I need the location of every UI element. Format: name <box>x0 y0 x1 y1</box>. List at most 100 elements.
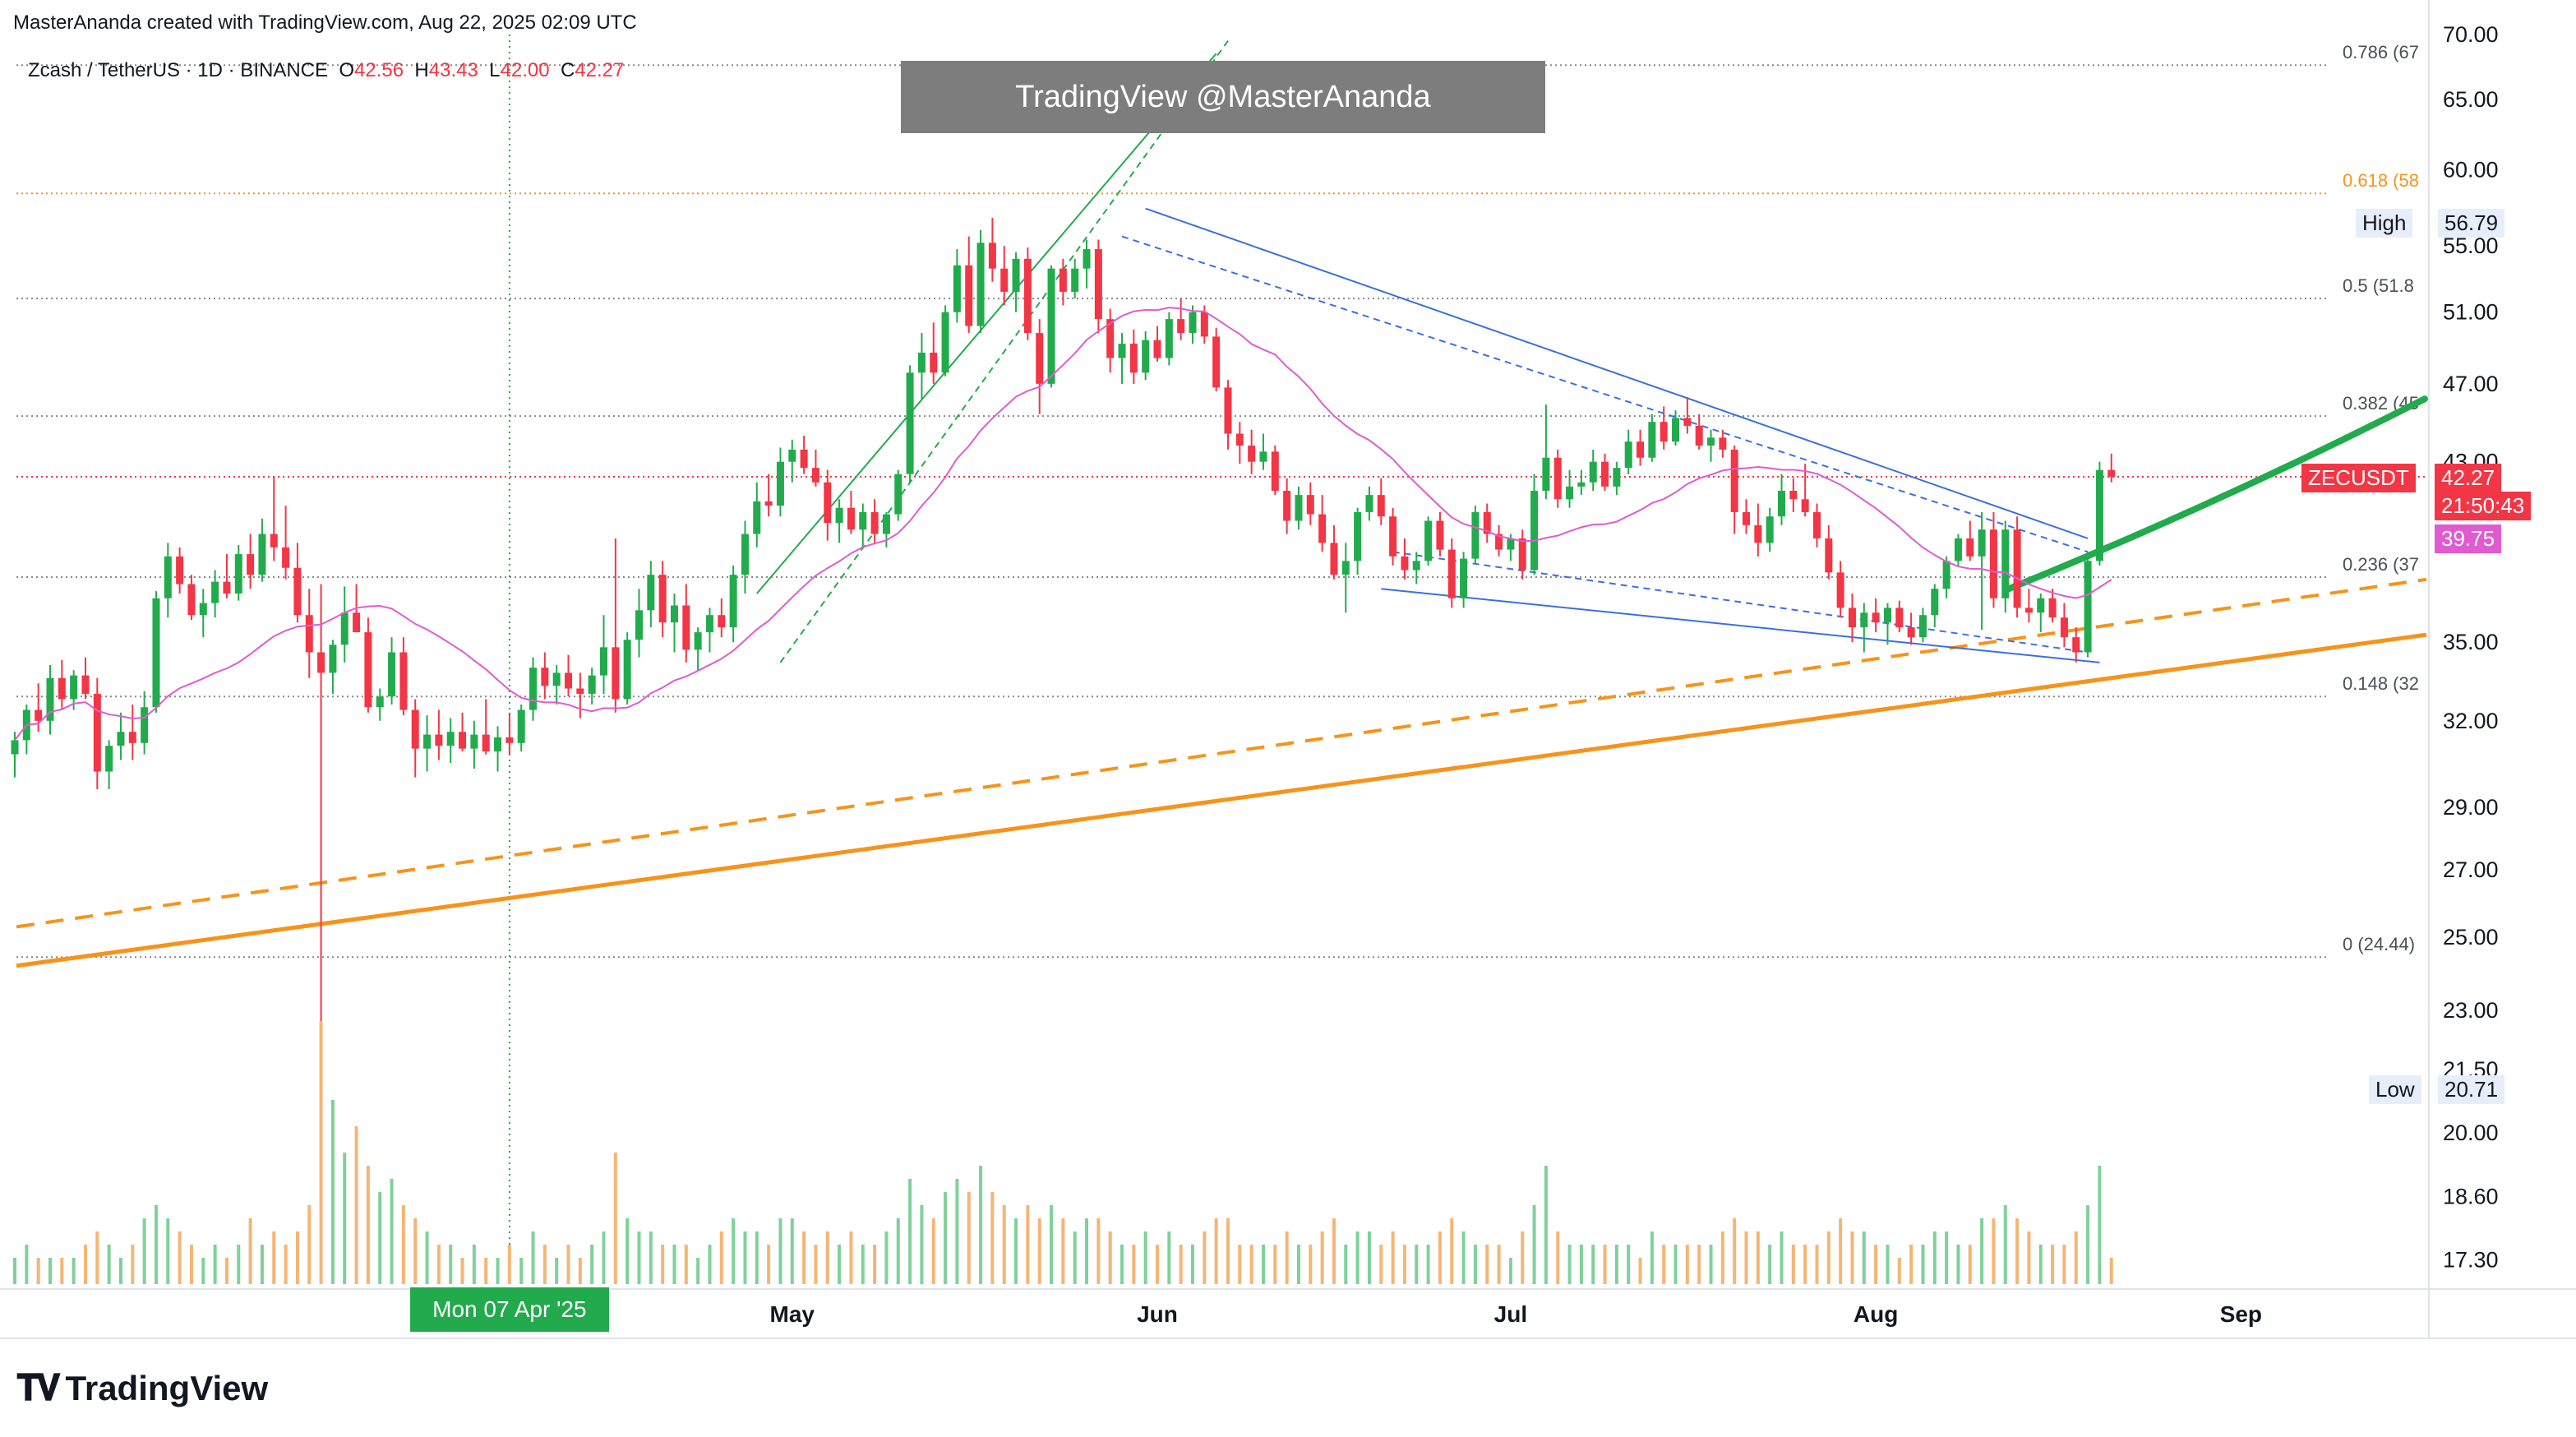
high-label: H <box>414 59 429 81</box>
candle-body <box>399 652 408 710</box>
fib-level-label: 0.786 (67 <box>2343 42 2419 62</box>
y-tick-label: 47.00 <box>2443 372 2499 396</box>
candle-body <box>1860 612 1868 628</box>
candle-body <box>223 581 231 594</box>
candle-body <box>1283 490 1291 521</box>
volume-bar <box>1932 1231 1937 1284</box>
candle <box>2072 627 2080 663</box>
candle <box>117 712 125 760</box>
volume-bar <box>83 1245 87 1284</box>
volume-bar <box>743 1231 747 1284</box>
candle-body <box>247 554 255 575</box>
candle-body <box>565 672 573 689</box>
candle <box>1931 584 1939 628</box>
wedge-lower-dashed-line <box>1392 551 2089 654</box>
rising-channel-line-dashed <box>779 40 1229 663</box>
volume-bar <box>1120 1245 1124 1284</box>
candle-body <box>1683 418 1692 426</box>
volume-bar <box>2098 1166 2102 1284</box>
candle <box>1695 414 1703 450</box>
candle <box>258 518 266 582</box>
volume-bar <box>1050 1205 1054 1284</box>
volume-bar <box>778 1218 782 1284</box>
volume-bar <box>2062 1245 2066 1284</box>
volume-bar <box>1132 1245 1136 1284</box>
close-label: C <box>560 59 575 81</box>
candle <box>1648 414 1656 462</box>
volume-bar <box>343 1153 347 1284</box>
volume-bar <box>1803 1245 1807 1284</box>
close-value: 42.27 <box>575 59 625 81</box>
candle <box>1235 422 1244 464</box>
projection-curve <box>2006 395 2428 593</box>
candle-body <box>552 672 561 686</box>
volume-bar <box>1073 1231 1077 1284</box>
volume-bar <box>1826 1231 1830 1284</box>
candle <box>1259 433 1267 470</box>
candle <box>1012 252 1020 312</box>
brand-logo[interactable]: 𝐓𝐕 TradingView <box>16 1368 268 1409</box>
candle <box>670 593 678 653</box>
candle <box>1318 495 1327 552</box>
volume-bar <box>1874 1245 1878 1284</box>
candle-body <box>81 675 90 694</box>
volume-bar <box>732 1218 736 1284</box>
candle <box>1471 506 1480 564</box>
volume-bar <box>1497 1245 1501 1284</box>
candle <box>459 712 467 752</box>
candle <box>1306 482 1314 525</box>
candle-body <box>1566 486 1574 500</box>
y-tick-label: 35.00 <box>2443 630 2499 654</box>
volume-bar <box>307 1205 312 1284</box>
volume-bar <box>213 1245 217 1284</box>
volume-bar <box>661 1245 665 1284</box>
candle <box>988 217 996 282</box>
volume-bar <box>1614 1245 1618 1284</box>
volume-bar <box>1438 1231 1442 1284</box>
ma-value-tag: 39.75 <box>2435 524 2502 553</box>
volume-bar <box>1156 1245 1160 1284</box>
candle <box>1177 298 1185 340</box>
volume-bar <box>1379 1245 1383 1284</box>
candle <box>565 654 573 697</box>
symbol-price-tag: ZECUSDT <box>2301 464 2416 492</box>
candle-body <box>1377 495 1385 517</box>
candle <box>658 561 667 638</box>
candle-body <box>1836 572 1844 608</box>
x-tick-label: Oct <box>2575 1301 2576 1327</box>
candle <box>2001 520 2010 613</box>
wedge-lower-line <box>1381 588 2100 663</box>
volume-bar <box>2027 1231 2031 1284</box>
candle <box>388 637 396 705</box>
volume-bar <box>708 1245 712 1284</box>
candle <box>705 608 713 653</box>
candle <box>764 474 773 517</box>
volume-bar <box>1249 1245 1253 1284</box>
candle-body <box>1637 441 1645 458</box>
volume-bar <box>201 1258 205 1284</box>
brand-name: TradingView <box>65 1369 269 1407</box>
volume-bar <box>613 1153 617 1284</box>
candle-body <box>1200 312 1208 337</box>
volume-bar <box>1862 1231 1866 1284</box>
symbol-name[interactable]: Zcash / TetherUS · 1D · BINANCE <box>28 59 328 81</box>
candle-body <box>1365 495 1373 512</box>
volume-bar <box>1709 1245 1713 1284</box>
volume-bar <box>1673 1245 1678 1284</box>
volume-bar <box>1261 1245 1265 1284</box>
candle <box>906 365 914 483</box>
x-tick-label: May <box>770 1301 815 1327</box>
candle <box>824 469 832 541</box>
candle-body <box>988 243 996 269</box>
volume-bar <box>555 1258 559 1284</box>
candle <box>1495 524 1503 557</box>
candle-body <box>764 501 773 506</box>
candle <box>1341 543 1350 613</box>
volume-bar <box>1167 1231 1171 1284</box>
volume-bar <box>1450 1218 1454 1284</box>
candle <box>141 691 149 755</box>
candle-body <box>1212 336 1221 388</box>
candle <box>305 589 313 678</box>
candle-body <box>1907 627 1915 638</box>
